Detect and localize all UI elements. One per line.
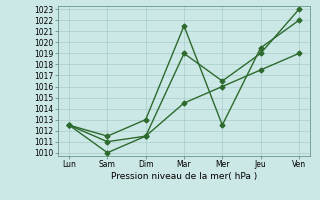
X-axis label: Pression niveau de la mer( hPa ): Pression niveau de la mer( hPa ) (111, 172, 257, 181)
